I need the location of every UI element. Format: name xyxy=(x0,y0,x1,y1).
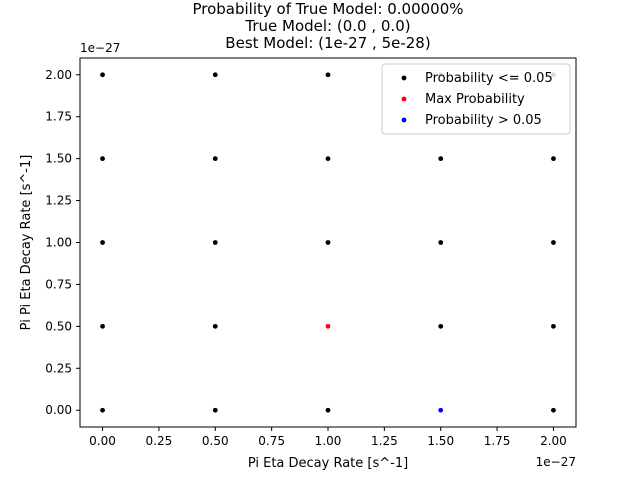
data-point xyxy=(551,407,556,413)
data-point xyxy=(100,323,105,329)
data-point xyxy=(438,240,444,245)
x-axis: 0.00 0.25 0.50 0.75 1.00 1.25 1.50 1.75 2.00 xyxy=(89,427,567,448)
data-points xyxy=(100,72,556,413)
data-point xyxy=(438,407,444,413)
x-tick-label: 0.25 xyxy=(146,434,173,448)
data-point xyxy=(551,156,556,162)
data-point xyxy=(551,240,556,245)
legend-marker xyxy=(401,117,407,123)
x-tick-label: 1.25 xyxy=(371,434,398,448)
y-tick-label: 0.75 xyxy=(45,277,72,291)
x-tick-label: 2.00 xyxy=(540,434,567,448)
y-tick-label: 1.25 xyxy=(45,194,72,208)
legend-box xyxy=(381,63,571,135)
data-point xyxy=(438,156,444,162)
y-axis: 0.00 0.25 0.50 0.75 1.00 1.25 1.50 1.75 2.00 xyxy=(45,68,80,417)
data-point xyxy=(551,323,556,329)
y-axis-label: Pi Pi Eta Decay Rate [s^-1] xyxy=(19,155,34,331)
legend-entry: Max Probability xyxy=(425,92,525,107)
y-tick-label: 0.50 xyxy=(45,319,72,333)
chart-title: Probability of True Model: 0.00000%True … xyxy=(192,0,463,52)
data-point xyxy=(325,323,331,329)
x-tick-label: 1.75 xyxy=(484,434,511,448)
data-point xyxy=(438,323,444,329)
data-point xyxy=(212,240,218,245)
x-tick-label: 0.75 xyxy=(258,434,285,448)
legend-entry: Probability <= 0.05 xyxy=(425,71,553,86)
data-point xyxy=(325,156,331,162)
data-point xyxy=(325,407,331,413)
data-point xyxy=(212,407,218,413)
y-tick-label: 1.00 xyxy=(45,236,72,250)
data-point xyxy=(325,240,331,245)
x-tick-label: 0.00 xyxy=(89,434,116,448)
chart-title-line: Probability of True Model: 0.00000% xyxy=(192,0,463,18)
y-tick-label: 1.75 xyxy=(45,110,72,124)
data-point xyxy=(212,156,218,162)
legend: Probability <= 0.05 Max Probability Probab… xyxy=(381,63,571,135)
y-tick-label: 0.25 xyxy=(45,361,72,375)
data-point xyxy=(100,240,105,245)
y-tick-label: 0.00 xyxy=(45,403,72,417)
data-point xyxy=(100,156,105,162)
chart-title-line: Best Model: (1e-27 , 5e-28) xyxy=(225,34,430,52)
y-tick-label: 1.50 xyxy=(45,152,72,166)
legend-entry: Probability > 0.05 xyxy=(425,113,542,128)
data-point xyxy=(100,407,105,413)
data-point xyxy=(325,72,331,78)
y-axis-offset-label: 1e−27 xyxy=(80,41,120,55)
x-tick-label: 1.50 xyxy=(427,434,454,448)
x-tick-label: 0.50 xyxy=(202,434,229,448)
y-tick-label: 2.00 xyxy=(45,68,72,82)
data-point xyxy=(212,72,218,78)
x-axis-offset-label: 1e−27 xyxy=(536,455,576,469)
data-point xyxy=(212,323,218,329)
data-point xyxy=(100,72,105,78)
legend-marker xyxy=(401,75,407,81)
x-tick-label: 1.00 xyxy=(315,434,342,448)
legend-marker xyxy=(401,96,407,102)
chart-title-line: True Model: (0.0 , 0.0) xyxy=(244,17,410,35)
x-axis-label: Pi Eta Decay Rate [s^-1] xyxy=(248,456,408,471)
